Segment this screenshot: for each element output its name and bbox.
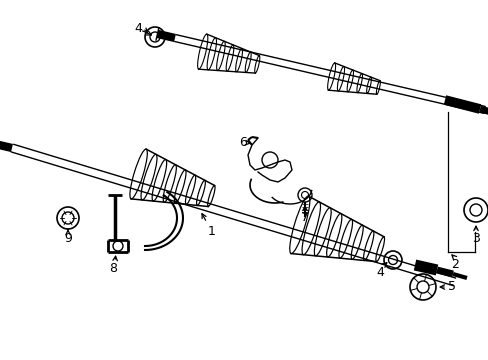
- Text: 5: 5: [447, 279, 455, 292]
- Text: 4: 4: [134, 22, 151, 35]
- Text: 1: 1: [202, 214, 216, 238]
- Text: 2: 2: [450, 258, 458, 271]
- Text: 8: 8: [109, 261, 117, 274]
- Text: 6: 6: [239, 136, 246, 149]
- Text: 4: 4: [375, 265, 383, 279]
- Text: 7: 7: [301, 211, 308, 225]
- Text: 3: 3: [471, 231, 479, 244]
- Text: 9: 9: [64, 231, 72, 244]
